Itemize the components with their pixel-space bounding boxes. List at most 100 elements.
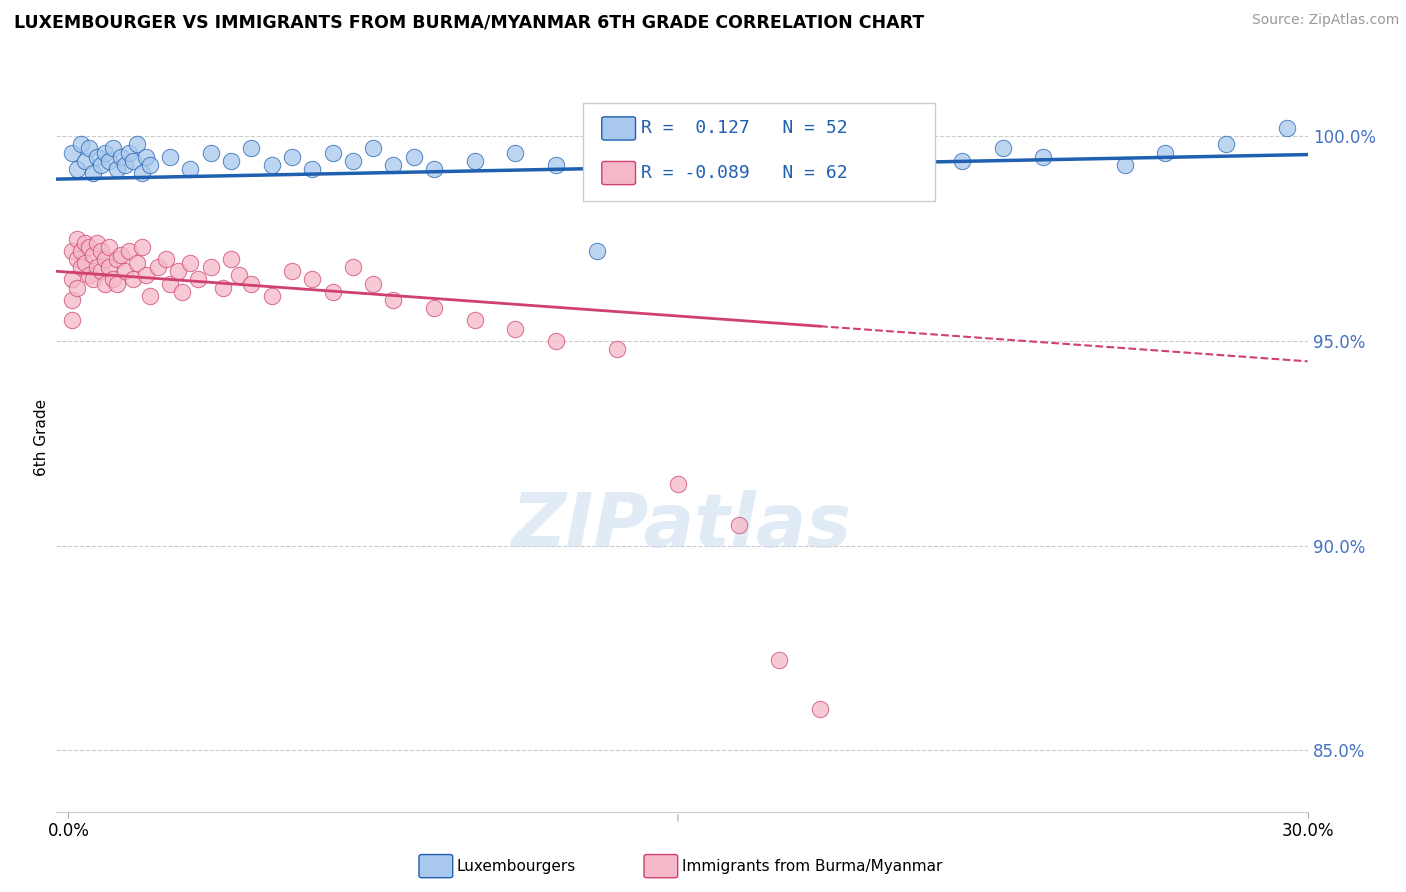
- Point: [228, 268, 250, 283]
- Point: [94, 277, 117, 291]
- Point: [62, 313, 84, 327]
- Point: [62, 293, 84, 307]
- Point: [910, 145, 932, 160]
- Point: [82, 248, 104, 262]
- Point: [73, 153, 96, 168]
- Point: [172, 285, 194, 299]
- Point: [73, 256, 96, 270]
- Point: [991, 141, 1014, 155]
- Point: [98, 153, 121, 168]
- Point: [464, 313, 486, 327]
- Point: [131, 240, 153, 254]
- Point: [159, 150, 181, 164]
- Point: [94, 252, 117, 266]
- Point: [155, 252, 177, 266]
- Point: [219, 252, 242, 266]
- Point: [1277, 120, 1299, 135]
- Point: [110, 150, 132, 164]
- Point: [105, 277, 128, 291]
- Point: [606, 342, 628, 356]
- Point: [187, 272, 209, 286]
- Point: [211, 280, 233, 294]
- Point: [62, 145, 84, 160]
- Point: [260, 289, 283, 303]
- Point: [65, 280, 87, 294]
- Text: ZIPatlas: ZIPatlas: [512, 491, 852, 564]
- Point: [114, 264, 136, 278]
- Point: [666, 161, 689, 176]
- Point: [159, 277, 181, 291]
- Point: [200, 145, 222, 160]
- Point: [505, 145, 527, 160]
- Point: [122, 272, 145, 286]
- Point: [342, 153, 364, 168]
- Point: [82, 272, 104, 286]
- Point: [179, 256, 201, 270]
- Point: [382, 293, 405, 307]
- Point: [585, 244, 607, 258]
- Point: [86, 235, 108, 250]
- Point: [200, 260, 222, 275]
- Point: [240, 277, 263, 291]
- Point: [62, 272, 84, 286]
- Point: [77, 240, 100, 254]
- Point: [69, 260, 91, 275]
- Point: [86, 150, 108, 164]
- Point: [62, 244, 84, 258]
- Point: [122, 153, 145, 168]
- Point: [260, 158, 283, 172]
- Point: [626, 150, 648, 164]
- Text: LUXEMBOURGER VS IMMIGRANTS FROM BURMA/MYANMAR 6TH GRADE CORRELATION CHART: LUXEMBOURGER VS IMMIGRANTS FROM BURMA/MY…: [14, 13, 924, 31]
- Point: [342, 260, 364, 275]
- Text: Luxembourgers: Luxembourgers: [457, 859, 576, 873]
- Point: [110, 248, 132, 262]
- Point: [382, 158, 405, 172]
- Point: [77, 268, 100, 283]
- Point: [138, 158, 160, 172]
- Point: [402, 150, 425, 164]
- Point: [118, 244, 141, 258]
- Point: [105, 161, 128, 176]
- Point: [98, 260, 121, 275]
- Point: [65, 252, 87, 266]
- Point: [423, 161, 446, 176]
- Point: [361, 277, 384, 291]
- Point: [86, 260, 108, 275]
- Text: R = -0.089   N = 62: R = -0.089 N = 62: [641, 164, 848, 182]
- Point: [301, 161, 323, 176]
- Point: [707, 141, 730, 155]
- Point: [135, 268, 157, 283]
- Y-axis label: 6th Grade: 6th Grade: [34, 399, 49, 475]
- Point: [240, 141, 263, 155]
- Point: [69, 137, 91, 152]
- Point: [1154, 145, 1177, 160]
- Point: [90, 158, 112, 172]
- Point: [114, 158, 136, 172]
- Point: [1215, 137, 1237, 152]
- Point: [321, 285, 343, 299]
- Point: [146, 260, 169, 275]
- Point: [65, 231, 87, 245]
- Point: [281, 264, 304, 278]
- Point: [131, 166, 153, 180]
- Point: [544, 334, 567, 348]
- Point: [789, 150, 811, 164]
- Point: [666, 477, 689, 491]
- Point: [101, 272, 124, 286]
- Point: [138, 289, 160, 303]
- Point: [544, 158, 567, 172]
- Point: [127, 256, 149, 270]
- Point: [423, 301, 446, 315]
- Point: [69, 244, 91, 258]
- Text: Immigrants from Burma/Myanmar: Immigrants from Burma/Myanmar: [682, 859, 942, 873]
- Text: R =  0.127   N = 52: R = 0.127 N = 52: [641, 120, 848, 137]
- Point: [73, 235, 96, 250]
- Point: [361, 141, 384, 155]
- Point: [727, 518, 749, 533]
- Point: [118, 145, 141, 160]
- Point: [167, 264, 190, 278]
- Point: [321, 145, 343, 160]
- Point: [301, 272, 323, 286]
- Point: [179, 161, 201, 176]
- Point: [870, 158, 893, 172]
